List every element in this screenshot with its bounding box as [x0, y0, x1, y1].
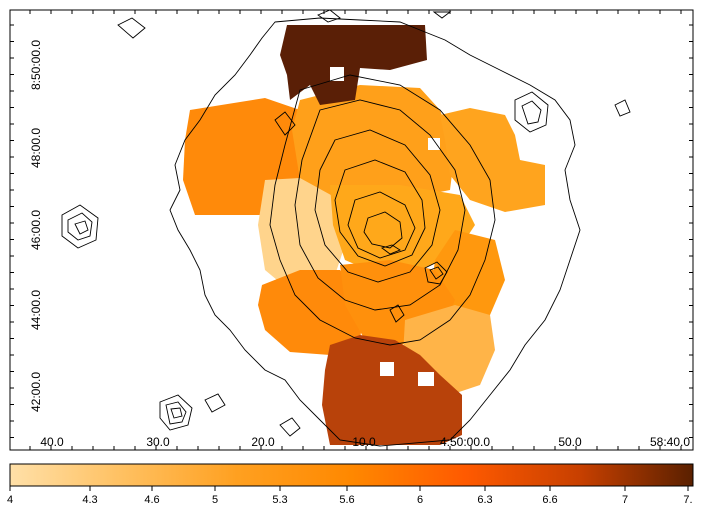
dec-tick-label: 42:00.0	[29, 372, 43, 412]
ra-tick-label: 10.0	[352, 435, 376, 449]
colorbar-tick-label: 4.6	[144, 494, 159, 506]
colorbar-tick-label: 4	[7, 494, 13, 506]
contour-small	[279, 417, 301, 437]
region-south-west	[258, 270, 365, 355]
colorbar-tick-label: 6.3	[477, 494, 492, 506]
colorbar-tick-label: 5.3	[272, 494, 287, 506]
contour-small	[317, 9, 341, 23]
contour-outer	[169, 17, 581, 447]
colorbar	[9, 463, 694, 487]
colorbar-tick-label: 6.6	[542, 494, 557, 506]
contour-west-source	[67, 212, 93, 241]
colorbar-tick-label: 7	[622, 494, 628, 506]
dec-tick-label: 46:00.0	[29, 210, 43, 250]
contour-west-source	[61, 204, 99, 249]
ra-tick-label: 20.0	[251, 435, 275, 449]
contour-small	[614, 99, 631, 117]
region-core-center	[330, 185, 475, 275]
contour-small	[117, 17, 146, 39]
contour-small	[274, 111, 296, 136]
contour-4	[314, 129, 441, 283]
region-north-core	[292, 85, 455, 200]
contour-7	[363, 211, 403, 249]
colorbar-tick-label: 4.3	[82, 494, 97, 506]
contour-3	[294, 99, 466, 311]
ra-tick-label: 58:40.0	[650, 435, 690, 449]
ra-tick-label: 4:50:00.0	[440, 435, 490, 449]
colorbar-tick-label: 7.	[683, 494, 692, 506]
ra-tick-label: 50.0	[558, 435, 582, 449]
colorbar-tick-label: 5.6	[339, 494, 354, 506]
dec-tick-label: 8:50:00.0	[29, 40, 43, 90]
contour-core	[381, 244, 401, 255]
axis-ticks	[10, 10, 693, 450]
xray-contours	[61, 9, 631, 447]
contour-6	[347, 191, 416, 259]
contour-sw-source	[165, 401, 187, 425]
contour-west-source	[74, 220, 89, 235]
colorbar-tick-label: 5	[212, 494, 218, 506]
contour-small	[389, 304, 405, 323]
dec-tick-label: 48:00.0	[29, 128, 43, 168]
colorbar-ticks	[9, 486, 689, 491]
mask-hole	[428, 138, 440, 150]
contour-sw-source	[170, 407, 183, 419]
contour-point-source	[424, 261, 448, 285]
contour-5	[334, 159, 426, 267]
ra-tick-label: 30.0	[146, 435, 170, 449]
contour-east-source	[521, 100, 542, 125]
contour-2	[269, 74, 496, 346]
contour-small	[204, 393, 226, 413]
contour-point-source	[429, 266, 444, 280]
region-east-lobe	[440, 108, 545, 212]
mask-hole	[380, 362, 394, 376]
mask-hole	[418, 372, 434, 386]
ra-axis-labels: 40.0 30.0 20.0 10.0 4:50:00.0 50.0 58:40…	[40, 435, 690, 449]
ra-tick-label: 40.0	[40, 435, 64, 449]
colorbar-labels: 4 4.3 4.6 5 5.3 5.6 6 6.3 6.6 7 7.	[7, 494, 693, 506]
dec-tick-label: 44:00.0	[29, 290, 43, 330]
region-core-west-pale	[258, 178, 345, 295]
colorbar-tick-label: 6	[417, 494, 423, 506]
region-south-block	[322, 335, 462, 445]
contour-sw-source	[159, 394, 193, 431]
contour-east-source	[514, 91, 549, 133]
dec-axis-labels: 8:50:00.0 48:00.0 46:00.0 44:00.0 42:00.…	[29, 40, 43, 412]
contour-small	[432, 11, 452, 19]
